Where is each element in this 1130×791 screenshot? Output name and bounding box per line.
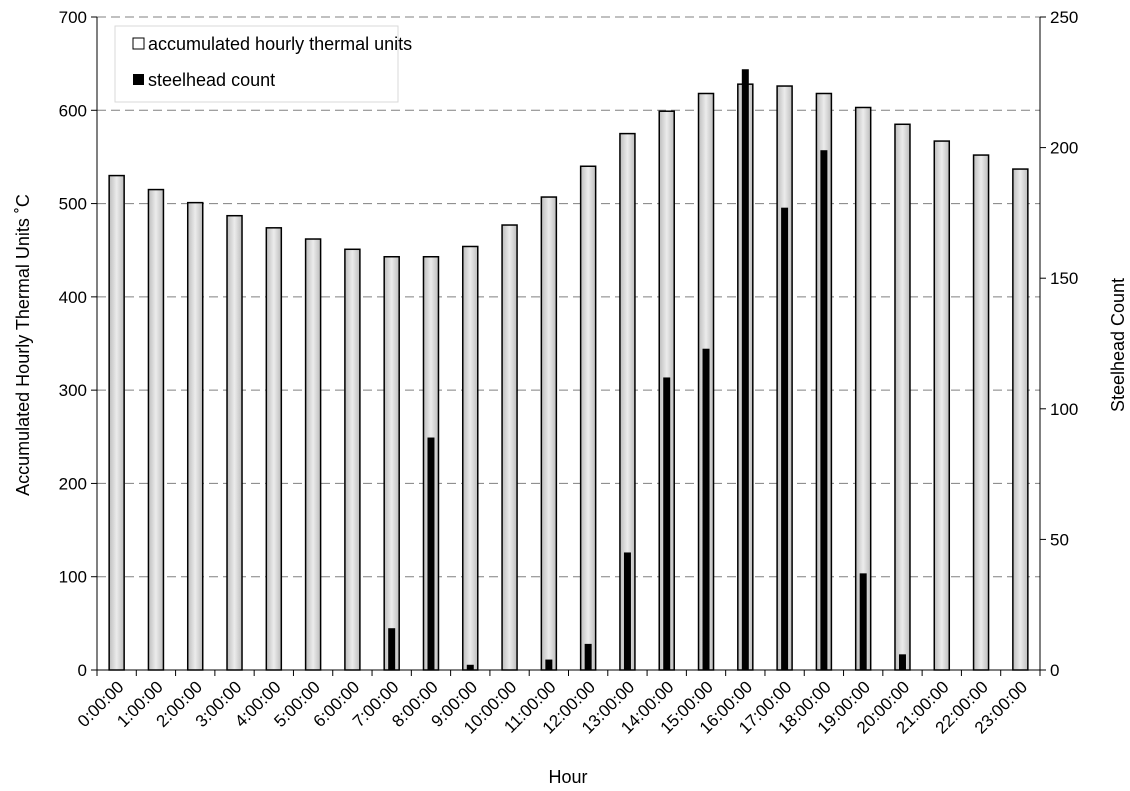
thermal-bar — [933, 140, 951, 671]
y-axis-title: Accumulated Hourly Thermal Units ˚C — [13, 194, 33, 496]
count-bar — [466, 664, 474, 670]
thermal-bar — [462, 245, 479, 671]
y2-axis-title: Steelhead Count — [1108, 278, 1128, 412]
count-bar — [663, 377, 671, 670]
thermal-bar — [894, 123, 911, 671]
left-tick-label: 0 — [78, 661, 87, 680]
right-tick-label: 150 — [1050, 269, 1078, 288]
x-ticks: 0:00:001:00:002:00:003:00:004:00:005:00:… — [74, 670, 1041, 738]
legend-swatch-count — [133, 74, 144, 85]
thermal-bar — [147, 188, 165, 671]
steelhead-count-bars — [388, 69, 906, 671]
thermal-bar — [1012, 168, 1029, 671]
count-bar — [820, 150, 828, 670]
thermal-unit-bars — [108, 83, 1029, 671]
thermal-bar — [579, 165, 597, 671]
right-tick-label: 100 — [1050, 400, 1078, 419]
count-bar — [545, 659, 553, 670]
thermal-bar — [304, 238, 322, 671]
count-bar — [388, 628, 396, 670]
left-tick-label: 600 — [59, 101, 87, 120]
thermal-bar — [972, 154, 990, 671]
left-tick-label: 300 — [59, 381, 87, 400]
right-tick-label: 250 — [1050, 8, 1078, 27]
right-tick-label: 0 — [1050, 661, 1059, 680]
count-bar — [741, 69, 749, 671]
thermal-bar — [501, 224, 518, 671]
thermal-bar — [540, 196, 558, 671]
count-bar — [702, 348, 710, 670]
x-axis-title: Hour — [548, 767, 587, 787]
count-bar — [898, 654, 906, 670]
left-tick-label: 100 — [59, 568, 87, 587]
left-tick-label: 700 — [59, 8, 87, 27]
count-bar — [623, 552, 631, 670]
count-bar — [584, 643, 592, 670]
right-y-ticks: 0 50 100 150 200 250 — [1040, 8, 1078, 680]
left-tick-label: 500 — [59, 195, 87, 214]
thermal-bar — [108, 174, 125, 671]
right-tick-label: 200 — [1050, 139, 1078, 158]
legend: accumulated hourly thermal units steelhe… — [114, 25, 412, 103]
thermal-bar — [186, 201, 204, 671]
legend-box — [114, 25, 399, 103]
thermal-bar — [344, 248, 361, 671]
left-tick-label: 400 — [59, 288, 87, 307]
count-bar — [781, 207, 789, 670]
left-y-ticks: 0 100 200 300 400 500 600 700 — [59, 8, 97, 680]
legend-label-count: steelhead count — [148, 70, 275, 90]
right-tick-label: 50 — [1050, 530, 1069, 549]
gridlines — [97, 16, 1040, 578]
legend-swatch-thermal — [132, 37, 145, 50]
thermal-bar — [383, 255, 400, 671]
legend-label-thermal: accumulated hourly thermal units — [148, 34, 412, 54]
count-bar — [427, 437, 435, 670]
thermal-bar — [265, 227, 283, 671]
thermal-bar — [226, 214, 243, 671]
count-bar — [859, 573, 867, 670]
left-tick-label: 200 — [59, 474, 87, 493]
